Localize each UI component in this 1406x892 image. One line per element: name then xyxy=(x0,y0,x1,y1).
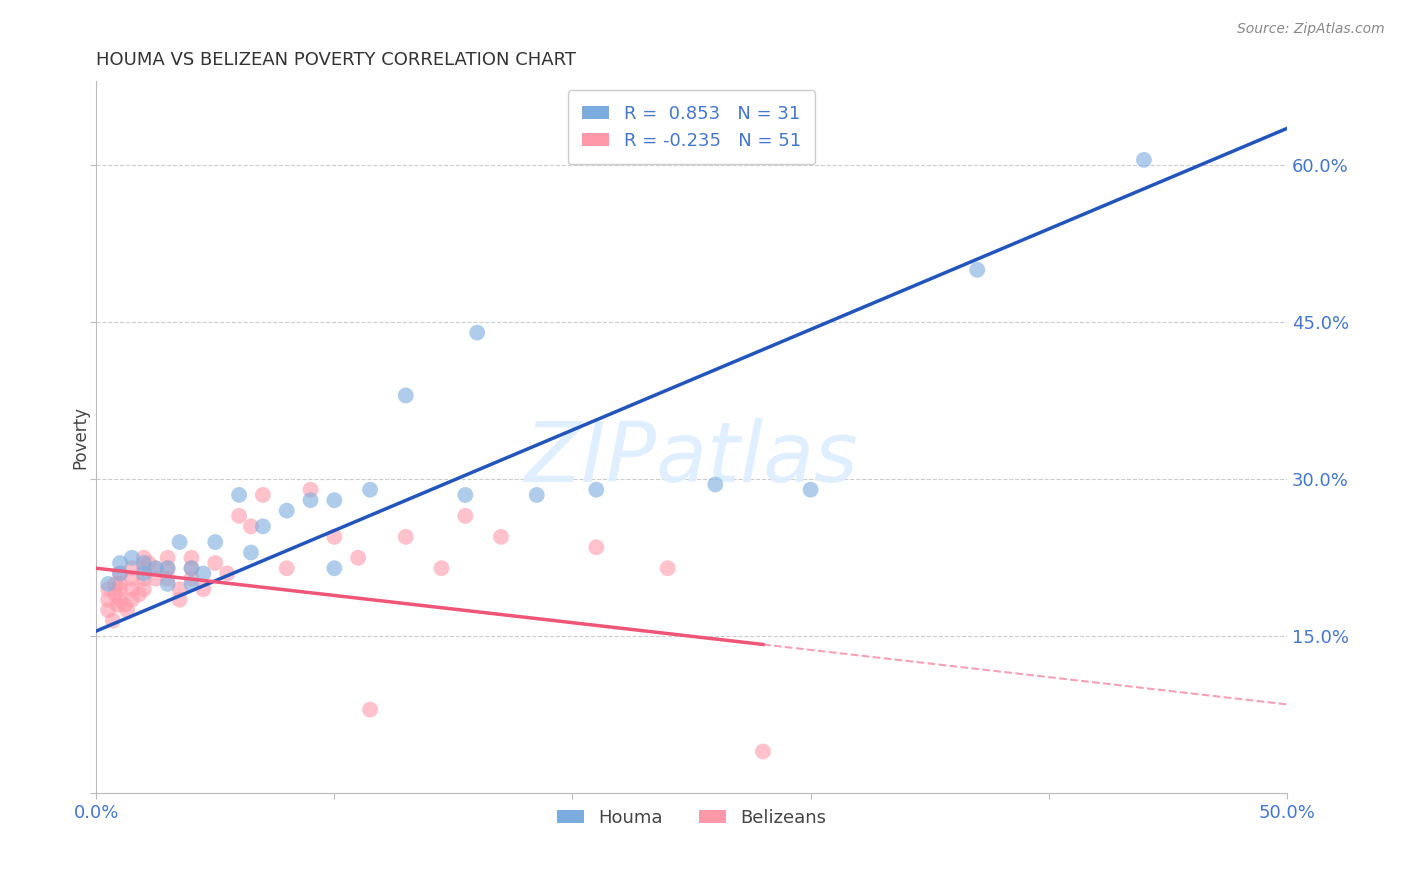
Point xyxy=(132,550,155,565)
Point xyxy=(299,483,322,497)
Point xyxy=(156,561,179,575)
Point xyxy=(228,488,250,502)
Point xyxy=(323,530,346,544)
Point xyxy=(193,582,215,597)
Point xyxy=(145,572,167,586)
Point xyxy=(276,561,298,575)
Point xyxy=(966,262,988,277)
Point xyxy=(704,477,727,491)
Point xyxy=(121,550,143,565)
Point xyxy=(454,488,477,502)
Text: ZIPatlas: ZIPatlas xyxy=(524,418,858,500)
Point xyxy=(108,582,131,597)
Point xyxy=(752,744,775,758)
Point xyxy=(180,550,202,565)
Point xyxy=(156,577,179,591)
Point xyxy=(169,535,191,549)
Point xyxy=(323,561,346,575)
Point xyxy=(108,566,131,581)
Point xyxy=(180,577,202,591)
Point xyxy=(657,561,679,575)
Point xyxy=(180,572,202,586)
Point xyxy=(217,566,239,581)
Point xyxy=(132,556,155,570)
Point xyxy=(97,582,120,597)
Point xyxy=(121,582,143,597)
Point xyxy=(193,566,215,581)
Point xyxy=(204,535,226,549)
Point xyxy=(97,603,120,617)
Point xyxy=(465,326,488,340)
Point xyxy=(347,550,370,565)
Point xyxy=(132,582,155,597)
Point xyxy=(145,561,167,575)
Point xyxy=(108,577,131,591)
Point xyxy=(121,561,143,575)
Point xyxy=(132,566,155,581)
Point xyxy=(156,561,179,575)
Point xyxy=(104,577,127,591)
Point xyxy=(323,493,346,508)
Point xyxy=(299,493,322,508)
Point xyxy=(252,519,274,533)
Point xyxy=(395,530,418,544)
Legend: Houma, Belizeans: Houma, Belizeans xyxy=(550,802,834,834)
Point xyxy=(240,545,263,559)
Point xyxy=(107,598,129,612)
Point xyxy=(101,614,124,628)
Point xyxy=(585,483,607,497)
Point xyxy=(276,503,298,517)
Point xyxy=(180,561,202,575)
Point xyxy=(108,592,131,607)
Point xyxy=(359,483,381,497)
Point xyxy=(104,587,127,601)
Point xyxy=(156,550,179,565)
Point xyxy=(115,603,138,617)
Point xyxy=(800,483,823,497)
Text: Source: ZipAtlas.com: Source: ZipAtlas.com xyxy=(1237,22,1385,37)
Point xyxy=(395,388,418,402)
Point xyxy=(108,556,131,570)
Point xyxy=(454,508,477,523)
Point xyxy=(169,592,191,607)
Point xyxy=(145,561,167,575)
Point xyxy=(180,561,202,575)
Point xyxy=(121,572,143,586)
Point xyxy=(359,702,381,716)
Point xyxy=(138,556,160,570)
Point xyxy=(97,592,120,607)
Point xyxy=(121,592,143,607)
Point xyxy=(114,598,136,612)
Point xyxy=(252,488,274,502)
Point xyxy=(240,519,263,533)
Point xyxy=(132,572,155,586)
Point xyxy=(108,566,131,581)
Point xyxy=(132,561,155,575)
Point xyxy=(1133,153,1156,167)
Point xyxy=(228,508,250,523)
Point xyxy=(526,488,548,502)
Point xyxy=(156,572,179,586)
Point xyxy=(169,582,191,597)
Point xyxy=(585,541,607,555)
Point xyxy=(430,561,453,575)
Point xyxy=(204,556,226,570)
Point xyxy=(128,587,150,601)
Y-axis label: Poverty: Poverty xyxy=(72,406,89,469)
Point xyxy=(97,577,120,591)
Text: HOUMA VS BELIZEAN POVERTY CORRELATION CHART: HOUMA VS BELIZEAN POVERTY CORRELATION CH… xyxy=(96,51,576,69)
Point xyxy=(489,530,512,544)
